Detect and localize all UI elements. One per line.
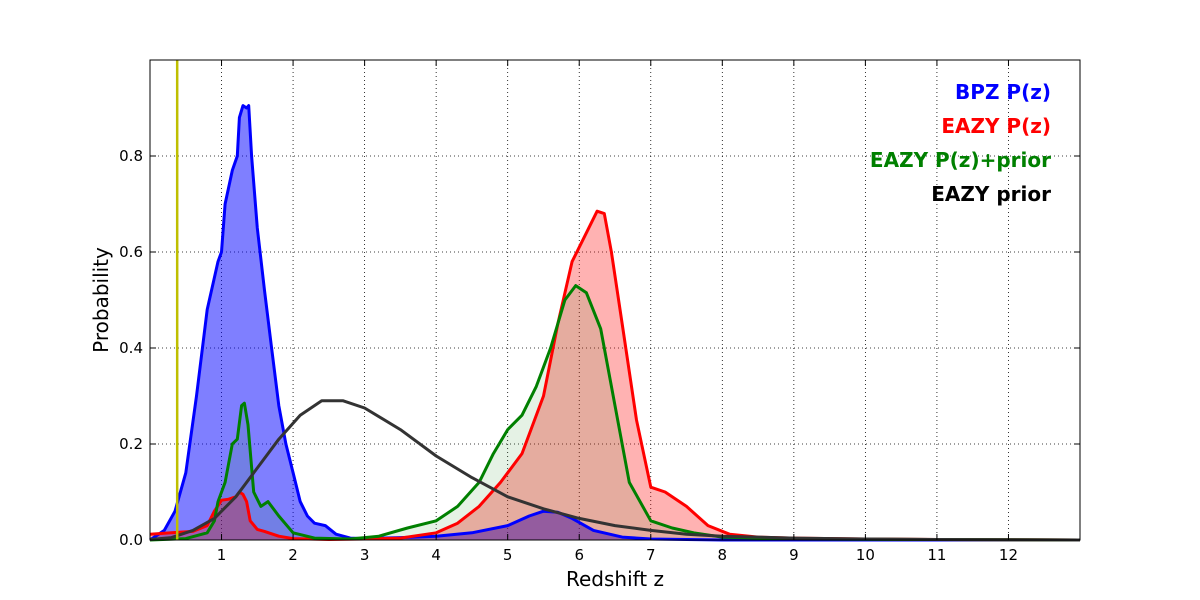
- legend-entry-bpz: BPZ P(z): [955, 80, 1051, 104]
- axis-ticks: 1 2 3 4 5 6 7 8 9 10 11 120.00.20.40.60.8: [119, 60, 1080, 564]
- y-tick-label: 0.2: [119, 435, 143, 453]
- y-tick-label: 0.0: [119, 531, 143, 549]
- x-tick-label: 12: [999, 546, 1018, 564]
- x-tick-label: 4: [431, 546, 441, 564]
- grid: [150, 60, 1080, 540]
- x-tick-label: 1: [217, 546, 227, 564]
- x-tick-label: 8: [718, 546, 728, 564]
- y-axis-label: Probability: [89, 247, 113, 353]
- legend-entry-eazy-prior-combined: EAZY P(z)+prior: [870, 148, 1051, 172]
- x-tick-label: 3: [360, 546, 370, 564]
- series-line-bpz-p-z: [149, 104, 1080, 542]
- series-lines: [149, 104, 1081, 542]
- legend-entry-eazy-prior: EAZY prior: [931, 182, 1051, 206]
- y-tick-label: 0.8: [119, 147, 143, 165]
- x-tick-label: 5: [503, 546, 513, 564]
- x-axis-label: Redshift z: [566, 567, 664, 591]
- x-tick-label: 9: [789, 546, 799, 564]
- legend: BPZ P(z) EAZY P(z) EAZY P(z)+prior EAZY …: [870, 80, 1051, 206]
- x-tick-label: 6: [574, 546, 584, 564]
- x-tick-label: 11: [927, 546, 946, 564]
- x-tick-label: 7: [646, 546, 656, 564]
- y-tick-label: 0.6: [119, 243, 143, 261]
- y-tick-label: 0.4: [119, 339, 143, 357]
- legend-entry-eazy: EAZY P(z): [941, 114, 1051, 138]
- x-tick-label: 2: [288, 546, 298, 564]
- series-fill-eazy-p-z: [150, 211, 1080, 540]
- series-line-eazy-p-z-prior: [149, 284, 1081, 542]
- x-tick-label: 10: [856, 546, 875, 564]
- plot-frame: [149, 59, 1081, 541]
